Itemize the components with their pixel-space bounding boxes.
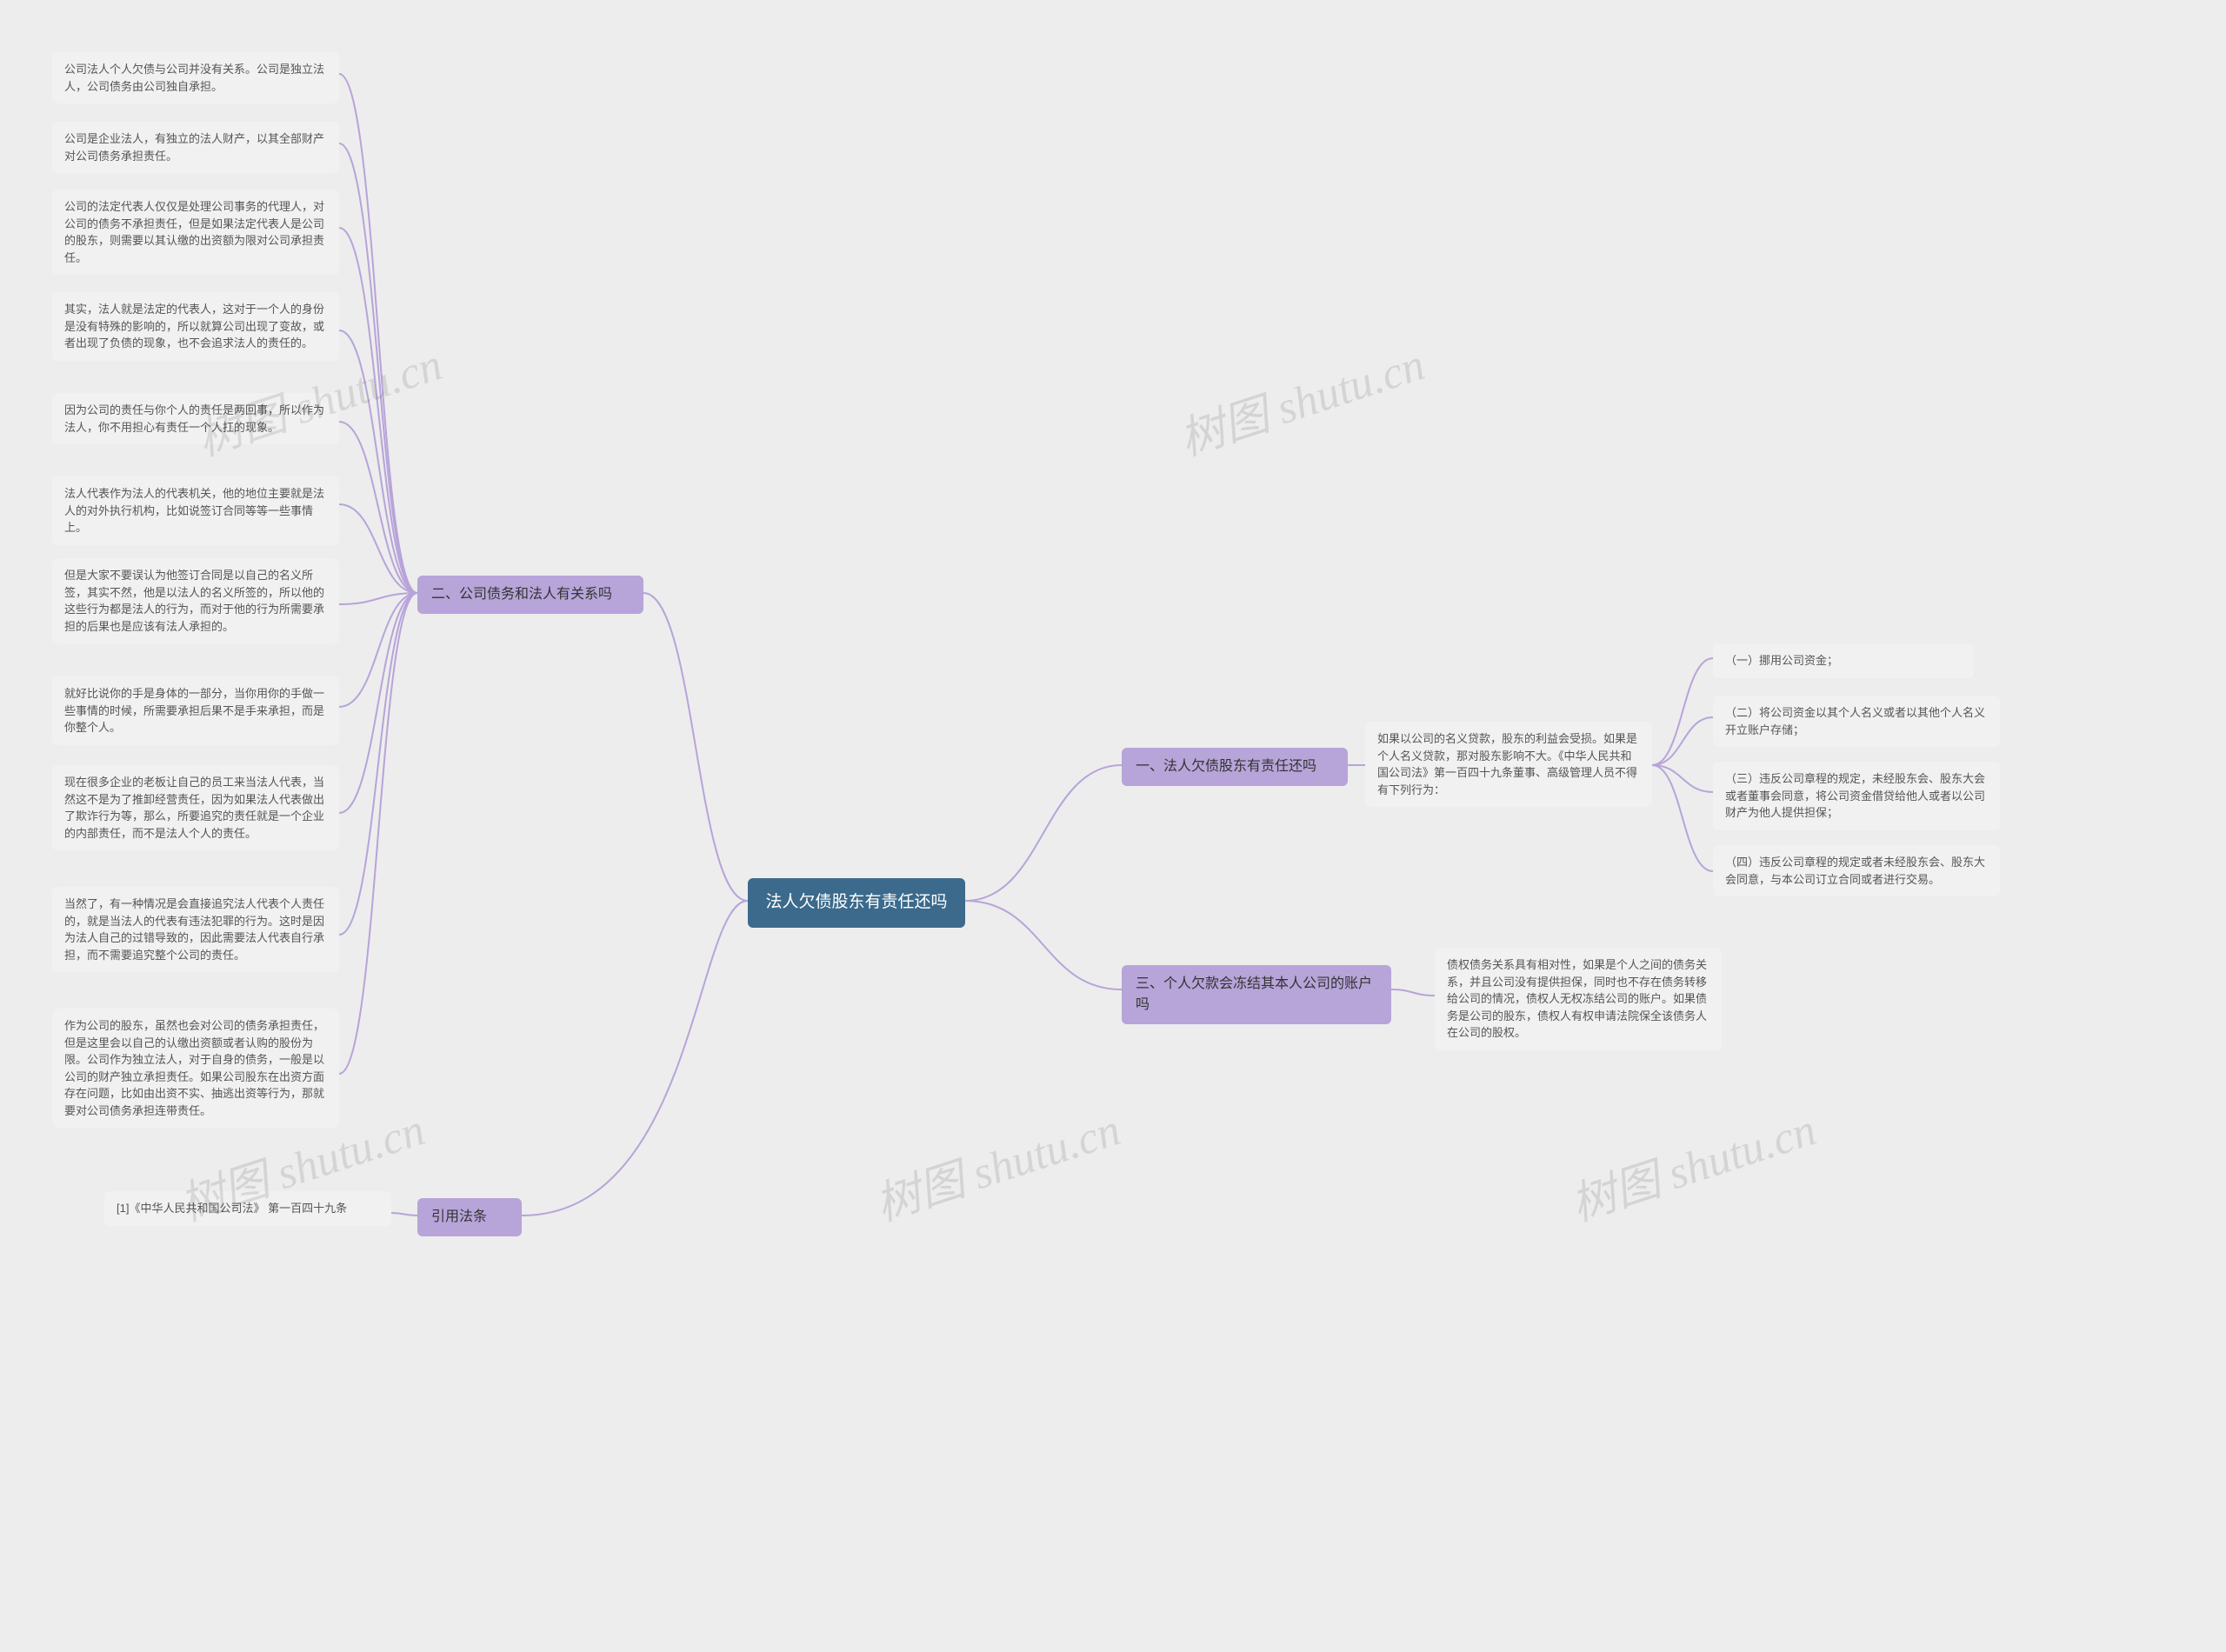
branch-2-child-1: 公司法人个人欠债与公司并没有关系。公司是独立法人，公司债务由公司独自承担。: [52, 52, 339, 103]
branch-2-child-5: 因为公司的责任与你个人的责任是两回事，所以作为法人，你不用担心有责任一个人扛的现…: [52, 393, 339, 444]
branch-3-label: 三、个人欠款会冻结其本人公司的账户吗: [1136, 976, 1372, 1012]
branch-section-3[interactable]: 三、个人欠款会冻结其本人公司的账户吗: [1122, 965, 1391, 1024]
branch-2-child-7: 但是大家不要误认为他签订合同是以自己的名义所签，其实不然，他是以法人的名义所签的…: [52, 558, 339, 643]
branch-2-child-9: 现在很多企业的老板让自己的员工来当法人代表，当然这不是为了推卸经营责任，因为如果…: [52, 765, 339, 850]
branch-2-child-11: 作为公司的股东，虽然也会对公司的债务承担责任，但是这里会以自己的认缴出资额或者认…: [52, 1009, 339, 1128]
branch-2-child-4: 其实，法人就是法定的代表人，这对于一个人的身份是没有特殊的影响的，所以就算公司出…: [52, 292, 339, 361]
watermark: 树图 shutu.cn: [1170, 328, 1432, 468]
branch-1-child-4: （四）违反公司章程的规定或者未经股东会、股东大会同意，与本公司订立合同或者进行交…: [1713, 845, 2000, 896]
branch-section-1[interactable]: 一、法人欠债股东有责任还吗: [1122, 748, 1348, 786]
branch-1-desc: 如果以公司的名义贷款，股东的利益会受损。如果是个人名义贷款，那对股东影响不大。《…: [1365, 722, 1652, 807]
branch-2-child-3: 公司的法定代表人仅仅是处理公司事务的代理人，对公司的债务不承担责任，但是如果法定…: [52, 190, 339, 275]
branch-references[interactable]: 引用法条: [417, 1198, 522, 1236]
branch-4-label: 引用法条: [431, 1209, 487, 1224]
root-label: 法人欠债股东有责任还吗: [765, 893, 947, 911]
branch-1-child-2: （二）将公司资金以其个人名义或者以其他个人名义开立账户存储；: [1713, 696, 2000, 747]
root-node[interactable]: 法人欠债股东有责任还吗: [748, 878, 965, 928]
branch-2-child-2: 公司是企业法人，有独立的法人财产，以其全部财产对公司债务承担责任。: [52, 122, 339, 173]
branch-3-desc: 债权债务关系具有相对性，如果是个人之间的债务关系，并且公司没有提供担保，同时也不…: [1435, 948, 1722, 1050]
branch-2-child-10: 当然了，有一种情况是会直接追究法人代表个人责任的，就是当法人的代表有违法犯罪的行…: [52, 887, 339, 972]
branch-1-child-3: （三）违反公司章程的规定，未经股东会、股东大会或者董事会同意，将公司资金借贷给他…: [1713, 762, 2000, 830]
branch-1-label: 一、法人欠债股东有责任还吗: [1136, 759, 1316, 774]
branch-1-child-1: （一）挪用公司资金；: [1713, 643, 1974, 678]
branch-2-label: 二、公司债务和法人有关系吗: [431, 587, 612, 602]
branch-2-child-8: 就好比说你的手是身体的一部分，当你用你的手做一些事情的时候，所需要承担后果不是手…: [52, 676, 339, 745]
watermark: 树图 shutu.cn: [1562, 1093, 1823, 1233]
branch-2-child-6: 法人代表作为法人的代表机关，他的地位主要就是法人的对外执行机构，比如说签订合同等…: [52, 476, 339, 545]
branch-4-child-1: [1]《中华人民共和国公司法》 第一百四十九条: [104, 1191, 391, 1226]
watermark: 树图 shutu.cn: [866, 1093, 1128, 1233]
branch-section-2[interactable]: 二、公司债务和法人有关系吗: [417, 576, 643, 614]
